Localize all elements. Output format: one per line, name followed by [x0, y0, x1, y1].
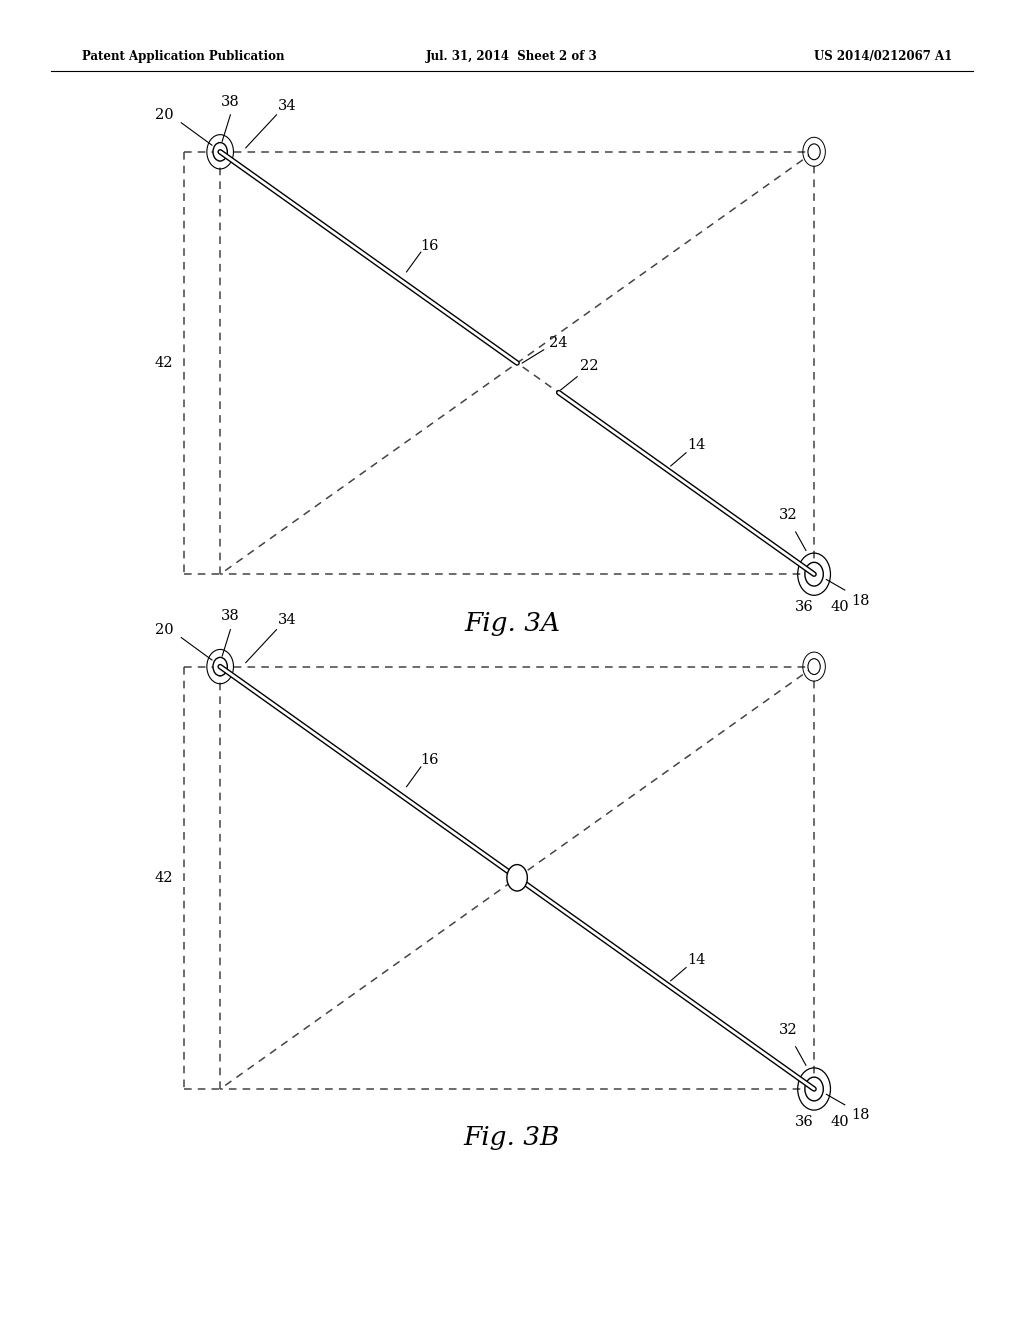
- Text: 14: 14: [687, 438, 706, 451]
- Text: 32: 32: [779, 508, 798, 521]
- Text: Patent Application Publication: Patent Application Publication: [82, 50, 285, 63]
- Circle shape: [213, 143, 227, 161]
- Text: Fig. 3B: Fig. 3B: [464, 1126, 560, 1150]
- Text: 36: 36: [795, 601, 813, 614]
- Circle shape: [507, 865, 527, 891]
- Text: 42: 42: [155, 871, 173, 884]
- Text: 34: 34: [278, 99, 296, 112]
- Text: 20: 20: [155, 623, 173, 636]
- Text: Fig. 3A: Fig. 3A: [464, 611, 560, 635]
- Text: US 2014/0212067 A1: US 2014/0212067 A1: [814, 50, 952, 63]
- Circle shape: [213, 657, 227, 676]
- Text: 16: 16: [420, 239, 438, 252]
- Text: 42: 42: [155, 356, 173, 370]
- Text: 14: 14: [687, 953, 706, 966]
- Circle shape: [808, 659, 820, 675]
- Text: 24: 24: [549, 337, 567, 350]
- Text: 18: 18: [851, 1109, 869, 1122]
- Text: 40: 40: [830, 1115, 849, 1129]
- Text: 40: 40: [830, 601, 849, 614]
- Text: 32: 32: [779, 1023, 798, 1036]
- Text: 38: 38: [221, 95, 240, 108]
- Text: 34: 34: [278, 614, 296, 627]
- Text: Jul. 31, 2014  Sheet 2 of 3: Jul. 31, 2014 Sheet 2 of 3: [426, 50, 598, 63]
- Circle shape: [808, 144, 820, 160]
- Circle shape: [805, 1077, 823, 1101]
- Circle shape: [805, 562, 823, 586]
- Text: 16: 16: [420, 754, 438, 767]
- Text: 20: 20: [155, 108, 173, 121]
- Text: 36: 36: [795, 1115, 813, 1129]
- Text: 18: 18: [851, 594, 869, 607]
- Text: 38: 38: [221, 610, 240, 623]
- Text: 22: 22: [581, 359, 599, 374]
